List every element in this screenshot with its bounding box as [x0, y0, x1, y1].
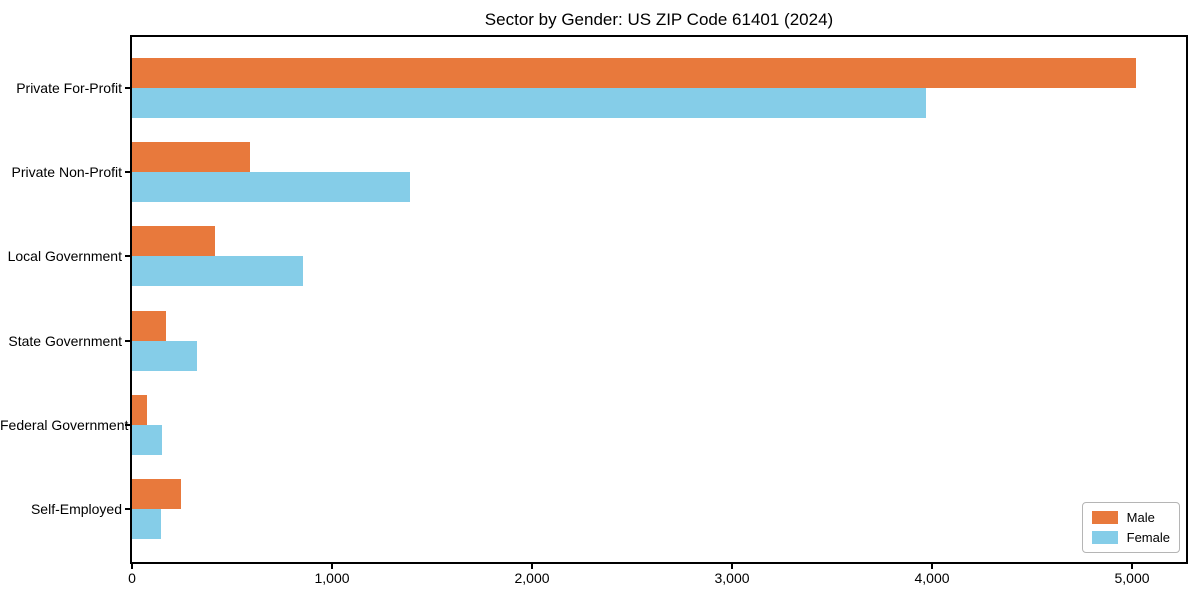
x-tick-label: 0	[128, 570, 136, 586]
legend-item-male: Male	[1091, 510, 1170, 525]
plot-area: Male Female	[130, 35, 1188, 564]
bar-female	[132, 88, 926, 118]
x-tick	[331, 564, 333, 569]
x-tick-label: 5,000	[1114, 570, 1150, 586]
x-tick-label: 1,000	[314, 570, 350, 586]
legend-swatch-male	[1091, 511, 1118, 524]
chart-title: Sector by Gender: US ZIP Code 61401 (202…	[484, 10, 834, 29]
y-tick-label: State Government	[8, 332, 122, 349]
y-tick	[125, 87, 130, 89]
legend-label: Female	[1126, 530, 1170, 545]
bar-female	[132, 424, 162, 455]
bar-female	[132, 256, 303, 287]
x-tick-label: 3,000	[714, 570, 750, 586]
y-tick	[125, 423, 130, 426]
y-tick	[125, 339, 130, 342]
x-tick	[131, 564, 133, 569]
y-tick-label: Private Non-Profit	[11, 164, 122, 181]
bar-male	[132, 226, 215, 257]
legend-swatch-female	[1091, 531, 1118, 544]
bar-male	[132, 310, 166, 341]
bar-male	[132, 479, 181, 509]
y-tick-label: Self-Employed	[30, 501, 122, 517]
y-tick-label: Private For-Profit	[16, 80, 122, 96]
legend: Male Female	[1081, 502, 1180, 553]
y-tick-label: Local Government	[7, 248, 122, 265]
x-tick	[731, 564, 733, 569]
x-tick-label: 2,000	[514, 570, 550, 586]
y-tick	[125, 508, 130, 510]
bar-female	[132, 340, 197, 371]
x-tick	[931, 564, 933, 569]
bar-male	[132, 58, 1136, 88]
x-tick-label: 4,000	[914, 570, 950, 586]
legend-item-female: Female	[1091, 530, 1170, 545]
x-tick	[531, 564, 533, 569]
y-tick	[125, 171, 130, 174]
y-tick	[125, 255, 130, 258]
y-tick-label: Federal Government	[0, 416, 129, 433]
x-tick	[1131, 564, 1133, 569]
bar-female	[132, 509, 161, 539]
bar-female	[132, 172, 410, 203]
bar-male	[132, 142, 250, 173]
bar-male	[132, 394, 147, 425]
legend-label: Male	[1126, 510, 1155, 525]
